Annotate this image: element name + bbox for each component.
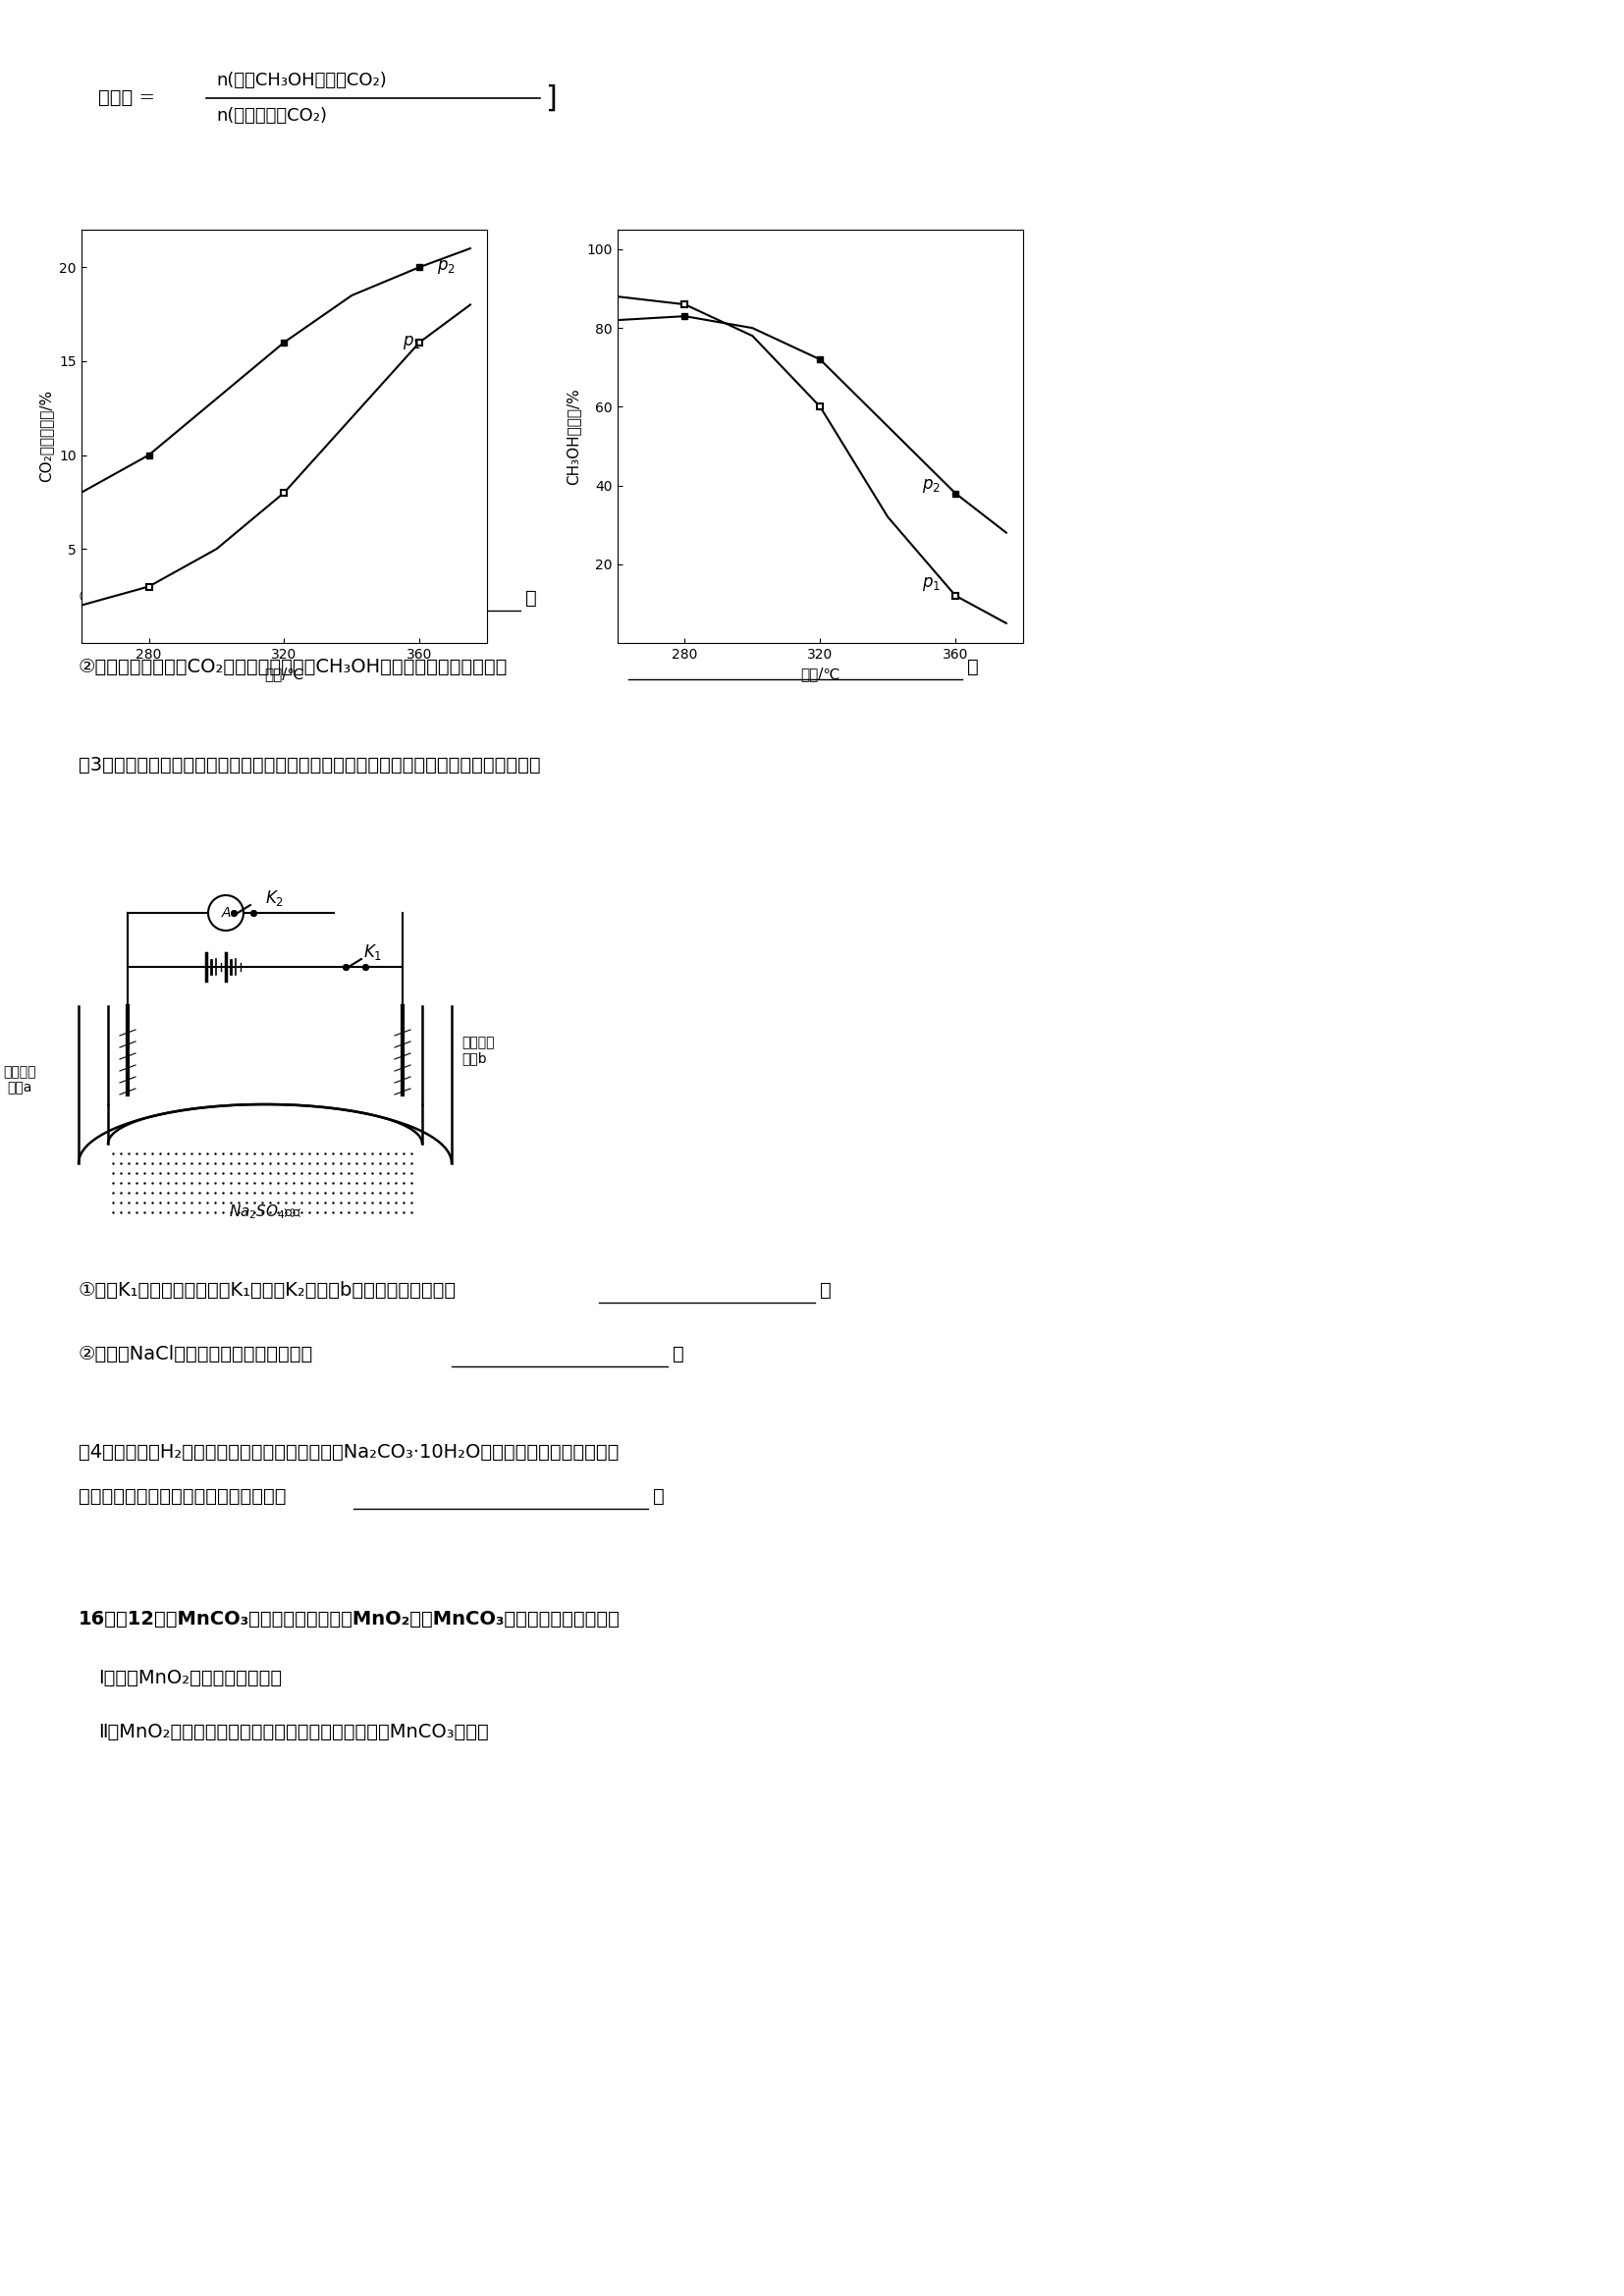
Text: 。: 。 bbox=[968, 657, 979, 677]
Text: ①闭合K₁，一段时间后断开K₁。闭合K₂，电极b发生的电极反应式为: ①闭合K₁，一段时间后断开K₁。闭合K₂，电极b发生的电极反应式为 bbox=[78, 1281, 456, 1300]
Text: ①比较p₂、p₁的大小：___________。: ①比较p₂、p₁的大小：___________。 bbox=[78, 590, 335, 608]
Text: $p_1$: $p_1$ bbox=[403, 333, 421, 351]
Text: n(生成CH₃OH所用的CO₂): n(生成CH₃OH所用的CO₂) bbox=[216, 71, 387, 90]
Text: ]: ] bbox=[546, 85, 557, 113]
Text: $p_2$: $p_2$ bbox=[437, 259, 455, 276]
Text: A: A bbox=[221, 907, 231, 921]
Text: n(反应消耗的CO₂): n(反应消耗的CO₂) bbox=[216, 108, 326, 124]
X-axis label: 温度/℃: 温度/℃ bbox=[801, 666, 840, 682]
Text: Ⅰ．研磨MnO₂，加水配成浊液。: Ⅰ．研磨MnO₂，加水配成浊液。 bbox=[97, 1669, 283, 1688]
Text: 选择性 =: 选择性 = bbox=[97, 90, 161, 108]
Text: $K_1$: $K_1$ bbox=[364, 941, 382, 962]
Text: ②不选用NaCl溶液做电解质溶液的原因是: ②不选用NaCl溶液做电解质溶液的原因是 bbox=[78, 1345, 313, 1364]
Text: $Na_2SO_4$溶液: $Na_2SO_4$溶液 bbox=[229, 1203, 302, 1221]
Text: $K_2$: $K_2$ bbox=[265, 889, 284, 907]
Text: （4）大规模制H₂所需能量可由太阳能提供。利用Na₂CO₃·10H₂O可将太阳能储存，释放，结: （4）大规模制H₂所需能量可由太阳能提供。利用Na₂CO₃·10H₂O可将太阳能… bbox=[78, 1442, 619, 1463]
Text: 。: 。 bbox=[820, 1281, 831, 1300]
Text: 合方程式说明储存、释放太阳能的原理：: 合方程式说明储存、释放太阳能的原理： bbox=[78, 1488, 286, 1506]
Text: ②随着温度的升高，CO₂平衡转化率增大，CH₃OH选择性减小。说明原因：: ②随着温度的升高，CO₂平衡转化率增大，CH₃OH选择性减小。说明原因： bbox=[78, 657, 508, 677]
Text: 多孔石墨
电极a: 多孔石墨 电极a bbox=[3, 1065, 36, 1095]
Text: （3）氢氧燃料电池是最具发展前途的发电技术之一。设计简单氢氧燃料电池，示意如下：: （3）氢氧燃料电池是最具发展前途的发电技术之一。设计简单氢氧燃料电池，示意如下： bbox=[78, 755, 541, 774]
Text: 16．（12分）MnCO₃是重要化工原料，由MnO₂制备MnCO₃的一种工艺流程如下：: 16．（12分）MnCO₃是重要化工原料，由MnO₂制备MnCO₃的一种工艺流程… bbox=[78, 1609, 620, 1628]
Y-axis label: CH₃OH选择性/%: CH₃OH选择性/% bbox=[567, 388, 581, 484]
Text: Ⅱ．MnO₂浊液经还原、纯化、制备等过程，最终获得MnCO₃固体。: Ⅱ．MnO₂浊液经还原、纯化、制备等过程，最终获得MnCO₃固体。 bbox=[97, 1722, 489, 1740]
Text: 多孔石墨
电极b: 多孔石墨 电极b bbox=[461, 1035, 494, 1065]
Text: $p_1$: $p_1$ bbox=[922, 574, 940, 592]
X-axis label: 温度/℃: 温度/℃ bbox=[265, 666, 304, 682]
Text: 。: 。 bbox=[525, 590, 538, 608]
Text: 。: 。 bbox=[653, 1488, 664, 1506]
Text: $p_2$: $p_2$ bbox=[922, 478, 940, 494]
Y-axis label: CO₂平衡转化率/%: CO₂平衡转化率/% bbox=[39, 390, 54, 482]
Text: 。: 。 bbox=[672, 1345, 684, 1364]
